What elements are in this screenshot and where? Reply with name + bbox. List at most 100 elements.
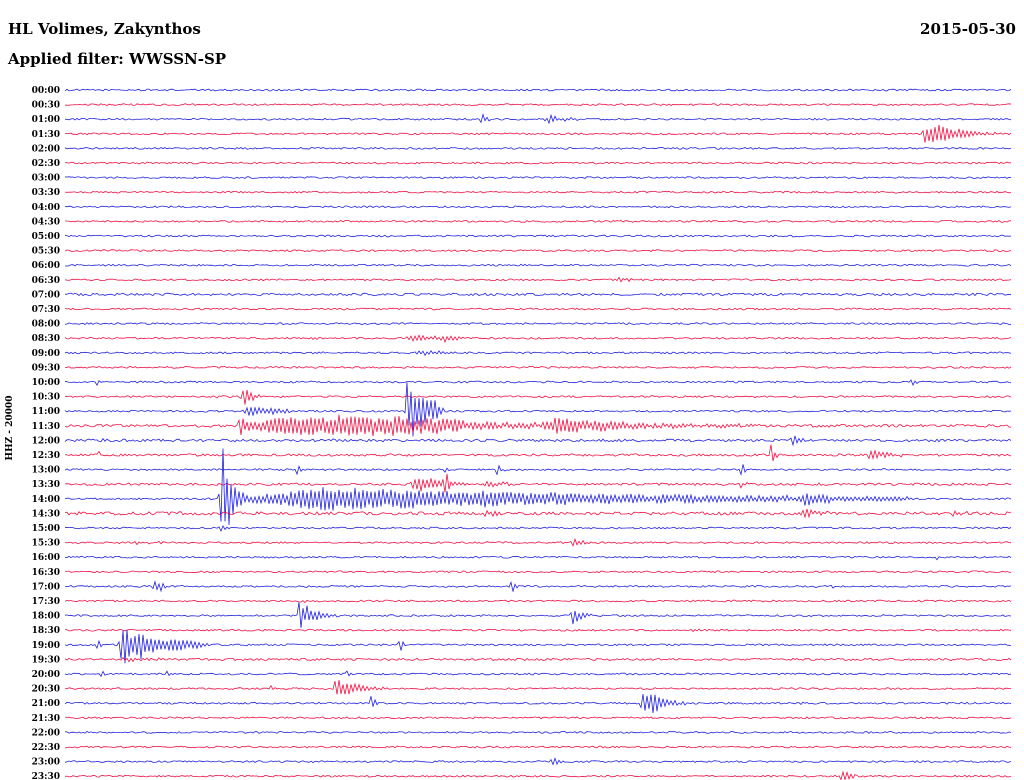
time-label-0330: 03:30 [32,188,60,198]
time-label-1530: 15:30 [32,539,60,549]
trace-row-0200 [64,147,1012,150]
time-label-1730: 17:30 [32,597,60,607]
trace-row-0530 [64,249,1012,252]
time-label-2230: 22:30 [32,743,60,753]
time-label-1000: 10:00 [32,378,60,388]
time-label-1500: 15:00 [32,524,60,534]
time-label-0400: 04:00 [32,203,60,213]
time-label-0430: 04:30 [32,217,60,227]
trace-row-1500 [64,524,1012,533]
trace-row-0700 [65,292,1012,297]
time-label-1130: 11:30 [32,422,60,432]
trace-row-2330 [64,770,1012,780]
time-label-0730: 07:30 [32,305,60,315]
time-label-1430: 14:30 [32,509,60,519]
trace-row-1600 [64,555,1012,561]
time-label-0100: 01:00 [32,115,60,125]
time-label-2000: 20:00 [32,670,60,680]
trace-row-1030 [64,389,1012,405]
time-label-1300: 13:00 [32,466,60,476]
time-label-2330: 23:30 [32,772,60,780]
time-label-1600: 16:00 [32,553,60,563]
trace-row-0130 [65,124,1012,143]
trace-row-0300 [64,176,1012,180]
trace-row-0030 [64,103,1012,106]
trace-row-0500 [64,234,1012,238]
time-label-0030: 00:30 [32,101,60,111]
time-label-0700: 07:00 [32,290,60,300]
time-label-1900: 19:00 [32,641,60,651]
time-label-1400: 14:00 [32,495,60,505]
trace-row-1000 [64,379,1012,387]
channel-scale-label: HHZ - 20000 [5,396,15,461]
trace-row-1230 [64,444,1012,462]
trace-row-1830 [64,628,1012,633]
trace-row-1900 [64,629,1012,664]
date-label: 2015-05-30 [920,20,1016,38]
time-label-1930: 19:30 [32,655,60,665]
trace-row-1300 [64,464,1012,476]
time-label-0000: 00:00 [32,86,60,96]
time-label-0800: 08:00 [32,320,60,330]
trace-row-2000 [64,670,1012,678]
trace-row-2230 [64,745,1012,749]
time-label-1200: 12:00 [32,436,60,446]
time-label-1100: 11:00 [32,407,60,417]
time-label-0600: 06:00 [32,261,60,271]
time-label-0200: 02:00 [32,144,60,154]
trace-row-1100 [64,382,1012,437]
trace-row-2200 [64,731,1012,734]
trace-row-0000 [64,88,1012,92]
time-label-0930: 09:30 [32,363,60,373]
trace-row-2100 [64,694,1012,714]
time-label-0230: 02:30 [32,159,60,169]
trace-row-1930 [64,656,1012,663]
trace-row-0400 [64,205,1012,209]
trace-row-0830 [64,334,1012,344]
trace-row-0330 [64,190,1012,194]
time-label-0130: 01:30 [32,130,60,140]
trace-row-1200 [64,435,1012,447]
trace-row-1800 [64,602,1012,628]
time-label-0300: 03:00 [32,174,60,184]
trace-row-0730 [64,307,1012,311]
time-label-2200: 22:00 [32,728,60,738]
trace-row-2030 [64,680,1012,695]
trace-row-0900 [64,349,1012,357]
time-label-1800: 18:00 [32,612,60,622]
trace-row-1730 [64,599,1012,604]
trace-row-1400 [64,448,1012,526]
trace-row-1330 [64,473,1012,493]
station-title: HL Volimes, Zakynthos [8,20,201,38]
trace-row-1130 [64,414,1011,437]
trace-row-0230 [64,161,1012,165]
trace-row-0100 [64,113,1012,125]
trace-row-0930 [64,366,1012,369]
time-label-0530: 05:30 [32,247,60,257]
trace-row-1430 [64,508,1012,519]
trace-row-2300 [64,757,1012,766]
time-label-0630: 06:30 [32,276,60,286]
time-label-0830: 08:30 [32,334,60,344]
time-label-0900: 09:00 [32,349,60,359]
filter-label: Applied filter: WWSSN-SP [8,50,227,68]
time-label-1830: 18:30 [32,626,60,636]
time-label-1030: 10:30 [32,393,60,403]
time-label-0500: 05:00 [32,232,60,242]
trace-row-0800 [64,322,1012,325]
time-label-1630: 16:30 [32,568,60,578]
trace-row-0600 [64,263,1012,267]
time-label-2300: 23:00 [32,758,60,768]
trace-row-0430 [64,219,1011,223]
trace-row-1530 [64,537,1012,547]
trace-row-2130 [64,716,1012,720]
time-label-1230: 12:30 [32,451,60,461]
time-label-1330: 13:30 [32,480,60,490]
trace-row-1630 [64,570,1012,574]
time-label-2100: 21:00 [32,699,60,709]
trace-row-1700 [64,580,1012,593]
time-label-2130: 21:30 [32,714,60,724]
time-label-2030: 20:30 [32,685,60,695]
